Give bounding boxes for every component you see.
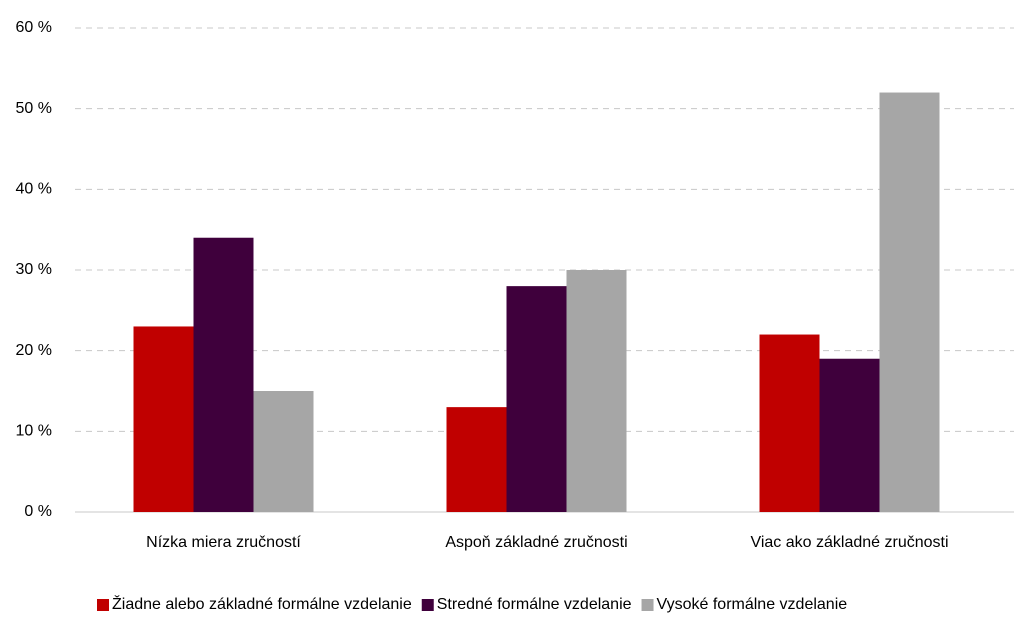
bar [759,334,820,512]
legend-swatch [641,599,654,611]
legend-label: Žiadne alebo základné formálne vzdelanie [112,594,412,613]
legend-swatch [97,599,109,611]
legend-label: Vysoké formálne vzdelanie [657,596,848,613]
y-tick-label: 20 % [16,342,52,359]
bar [566,270,627,512]
x-tick-label: Aspoň základné zručnosti [445,534,627,551]
legend-label: Stredné formálne vzdelanie [437,596,632,613]
bar [133,326,194,512]
legend-swatch [421,599,434,611]
bar [446,407,507,512]
x-tick-label: Nízka miera zručností [146,534,301,551]
bar [879,92,940,513]
bar [819,358,880,512]
y-tick-label: 60 % [16,19,52,36]
y-tick-label: 10 % [16,423,52,440]
bar [193,237,254,512]
y-tick-label: 40 % [16,181,52,198]
bar [253,391,314,512]
x-tick-label: Viac ako základné zručnosti [750,534,948,551]
y-tick-label: 50 % [16,100,52,117]
bar [506,286,567,512]
y-tick-label: 0 % [24,503,52,520]
y-tick-label: 30 % [16,261,52,278]
